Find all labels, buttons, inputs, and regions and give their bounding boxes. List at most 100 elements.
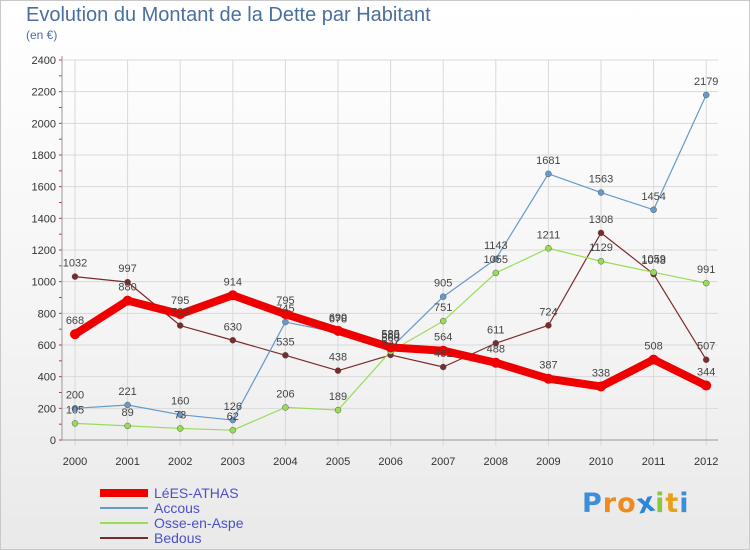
x-tick-label: 2001 — [115, 456, 139, 468]
data-label: 206 — [276, 388, 294, 400]
data-point — [597, 229, 605, 237]
data-label: 880 — [118, 282, 136, 294]
data-label: 488 — [487, 344, 505, 356]
data-label: 690 — [329, 312, 347, 324]
data-point — [282, 404, 289, 411]
data-point — [439, 363, 447, 371]
data-point — [175, 309, 186, 320]
chart-subtitle: (en €) — [26, 28, 58, 42]
data-label: 1055 — [484, 254, 508, 266]
data-label: 914 — [224, 276, 242, 288]
data-label: 751 — [434, 302, 452, 314]
legend-swatch — [100, 522, 148, 524]
data-label: 535 — [276, 336, 294, 348]
data-point — [334, 406, 342, 414]
data-label: 997 — [118, 263, 136, 275]
data-point — [333, 325, 343, 336]
data-label: 905 — [434, 278, 452, 290]
data-label: 344 — [697, 367, 715, 379]
data-point — [176, 322, 184, 329]
data-label: 438 — [329, 352, 347, 364]
data-label: 795 — [171, 295, 189, 307]
x-tick-label: 2007 — [431, 456, 455, 468]
x-tick-label: 2010 — [589, 456, 613, 468]
data-label: 1032 — [63, 258, 87, 270]
data-point — [492, 269, 500, 277]
data-point — [71, 420, 79, 427]
data-point — [439, 317, 447, 325]
data-label: 507 — [697, 341, 715, 353]
data-label: 105 — [66, 404, 84, 416]
data-label: 560 — [381, 332, 399, 344]
data-label: 1048 — [641, 255, 665, 267]
x-tick-label: 2011 — [642, 456, 666, 468]
data-point — [596, 381, 606, 392]
data-point — [71, 273, 79, 280]
legend-swatch — [100, 489, 148, 497]
chart-title: Evolution du Montant de la Dette par Hab… — [26, 4, 431, 26]
data-point — [70, 329, 80, 340]
legend-label: LéES-ATHAS — [154, 485, 239, 501]
data-point — [650, 269, 657, 276]
data-label: 508 — [644, 341, 662, 353]
data-label: 126 — [224, 401, 242, 413]
data-label: 62 — [227, 411, 239, 423]
data-label: 1454 — [641, 191, 665, 203]
data-label: 89 — [121, 407, 133, 419]
data-point — [648, 354, 659, 365]
data-point — [439, 293, 447, 300]
data-label: 585 — [381, 328, 399, 340]
data-label: 338 — [592, 367, 610, 379]
data-point — [229, 337, 237, 344]
proxiti-logo: Proxiti — [582, 486, 690, 521]
data-point — [282, 318, 289, 326]
y-tick-label: 600 — [38, 340, 56, 352]
data-point — [438, 345, 449, 356]
data-point — [597, 257, 605, 265]
data-point — [124, 278, 131, 286]
data-label: 745 — [276, 303, 294, 315]
data-label: 630 — [224, 321, 242, 333]
data-label: 160 — [171, 396, 189, 408]
data-point — [385, 342, 396, 353]
data-point — [492, 255, 500, 263]
data-point — [229, 416, 237, 424]
data-label: 2179 — [694, 76, 718, 88]
data-point — [229, 426, 237, 434]
data-point — [334, 367, 342, 374]
legend-label: Osse-en-Aspe — [154, 515, 244, 531]
x-tick-label: 2000 — [63, 456, 87, 468]
x-tick-label: 2003 — [221, 456, 245, 468]
data-label: 461 — [434, 348, 452, 360]
x-tick-label: 2004 — [273, 456, 297, 468]
data-label: 1129 — [589, 242, 613, 254]
x-tick-label: 2009 — [536, 456, 560, 468]
legend-swatch — [100, 537, 148, 539]
data-point — [702, 279, 710, 287]
data-label: 1059 — [641, 253, 665, 265]
data-point — [701, 380, 712, 391]
data-label: 724 — [539, 306, 557, 318]
y-tick-label: 2200 — [32, 87, 56, 99]
data-point — [176, 411, 184, 418]
data-point — [492, 340, 500, 347]
data-label: 611 — [487, 324, 505, 336]
x-tick-label: 2008 — [484, 456, 508, 468]
y-tick-label: 2400 — [32, 55, 56, 67]
data-label: 189 — [329, 391, 347, 403]
data-point — [282, 352, 289, 359]
data-point — [597, 189, 605, 196]
data-point — [124, 422, 131, 430]
data-label: 1563 — [589, 174, 613, 186]
data-point — [227, 290, 238, 301]
data-point — [702, 356, 710, 363]
y-tick-label: 2000 — [32, 118, 56, 130]
data-point — [545, 170, 552, 178]
data-point — [650, 206, 657, 214]
data-label: 73 — [174, 409, 186, 421]
data-point — [176, 425, 184, 432]
legend-label: Accous — [154, 500, 200, 516]
data-label: 723 — [171, 307, 189, 319]
data-point — [702, 91, 710, 99]
